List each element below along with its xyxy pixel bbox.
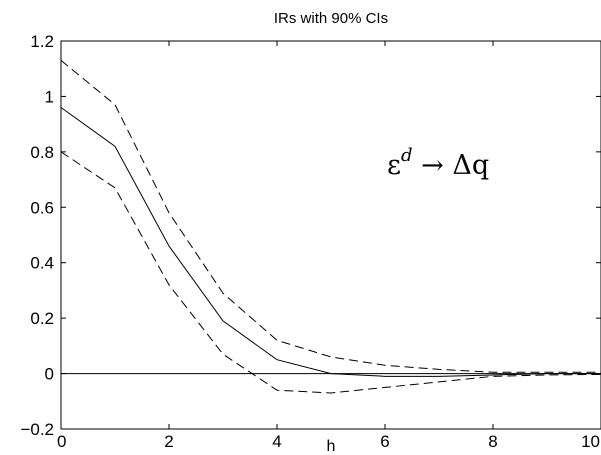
chart-annotation: εd → Δq [387,145,489,181]
plot-frame [60,40,601,430]
chart-title: IRs with 90% CIs [274,10,388,27]
upper-ci-line [60,60,601,373]
x-tick-label: 0 [57,432,66,451]
y-tick-label: 1 [45,87,54,106]
series-layer [60,60,601,394]
point-estimate-line [60,107,601,377]
lower-ci-line [60,151,601,394]
annotation-rest: → Δq [413,150,490,181]
x-axis-label: h [327,438,336,455]
y-tick-label: 0.8 [30,143,54,162]
y-tick-labels: −0.2 0 0.2 0.4 0.6 0.8 1 1.2 [20,32,54,439]
y-tick-label: 1.2 [30,32,54,51]
x-tick-label: 8 [488,432,497,451]
x-tick-label: 6 [380,432,389,451]
annotation-superscript: d [401,145,413,166]
x-tick-label: 4 [272,432,281,451]
y-tick-label: −0.2 [20,420,54,439]
x-tick-label: 10 [581,432,600,451]
tick-layer [60,40,601,430]
x-tick-labels: 0 2 4 6 8 10 [57,432,600,451]
x-tick-label: 2 [164,432,173,451]
y-tick-label: 0.2 [30,309,54,328]
y-tick-label: 0 [45,365,54,384]
y-tick-label: 0.4 [30,254,54,273]
y-tick-label: 0.6 [30,198,54,217]
annotation-base: ε [387,150,401,181]
